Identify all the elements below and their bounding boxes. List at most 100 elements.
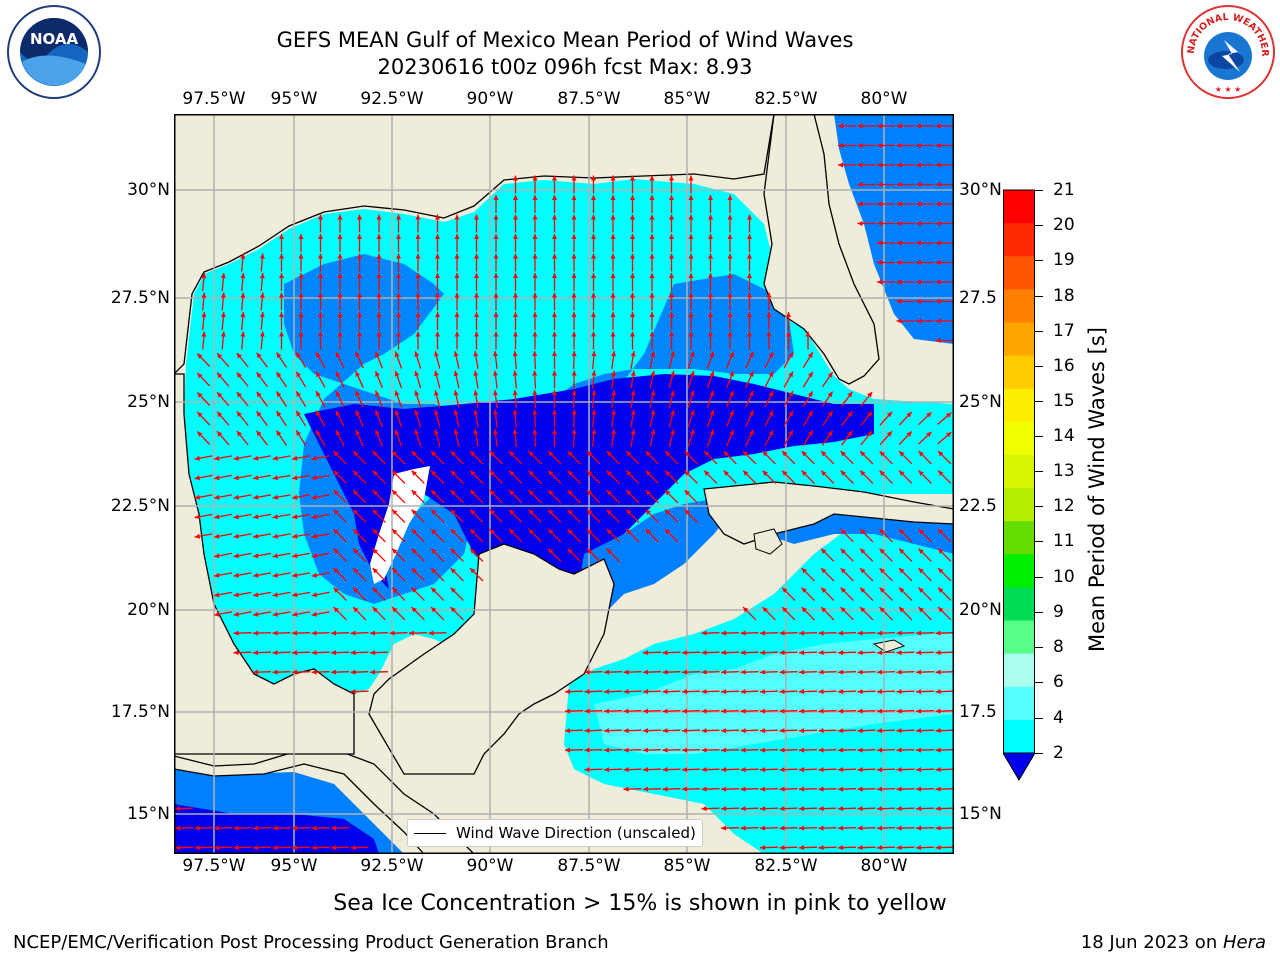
wind-wave-arrow [896, 221, 915, 226]
wind-wave-arrow [764, 429, 774, 447]
wind-wave-arrow [318, 273, 323, 291]
wind-wave-arrow [311, 669, 330, 675]
lon-label-bottom: 90°W [466, 856, 514, 876]
wind-wave-arrow [532, 312, 538, 330]
lon-label-top: 87.5°W [557, 89, 621, 109]
wind-wave-arrow [252, 474, 272, 481]
wind-wave-arrow [703, 470, 718, 484]
colorbar-tick-label: 11 [1053, 531, 1075, 551]
wind-wave-arrow [213, 455, 233, 461]
wind-wave-arrow [876, 630, 896, 636]
wind-wave-arrow [915, 650, 935, 656]
wind-wave-arrow [801, 606, 815, 621]
wind-wave-arrow [315, 429, 326, 447]
wind-wave-arrow [315, 410, 326, 427]
wind-wave-arrow [840, 450, 854, 465]
wind-wave-arrow [415, 292, 421, 311]
wind-wave-arrow [896, 162, 915, 168]
wind-wave-arrow [547, 528, 562, 543]
wind-wave-arrow [196, 411, 211, 426]
wind-wave-arrow [857, 708, 876, 714]
wind-wave-arrow [194, 513, 213, 520]
wind-wave-arrow [532, 370, 538, 389]
wind-wave-arrow [860, 411, 873, 426]
wind-wave-arrow [233, 591, 252, 598]
wind-wave-arrow [896, 728, 915, 734]
wind-wave-arrow [720, 708, 740, 714]
wind-wave-arrow [376, 331, 382, 350]
wind-wave-arrow [706, 370, 715, 389]
wind-wave-arrow [547, 509, 562, 523]
wind-wave-arrow [430, 606, 445, 621]
wind-wave-arrow [411, 606, 425, 621]
wind-wave-arrow [430, 470, 445, 484]
lat-label-left: 25°N [127, 392, 170, 412]
wind-wave-arrow [259, 331, 265, 350]
us-gulf-coast-land [174, 114, 775, 375]
wind-wave-arrow [857, 650, 876, 656]
wind-wave-arrow [376, 214, 382, 233]
wind-wave-arrow [837, 845, 857, 851]
wind-wave-arrow [291, 630, 311, 636]
colorbar-tick-label: 6 [1053, 672, 1064, 692]
wind-wave-arrow [684, 509, 698, 523]
wind-wave-arrow [896, 689, 915, 695]
wind-wave-arrow [333, 489, 347, 504]
wind-wave-arrow [818, 669, 837, 675]
wind-wave-arrow [240, 331, 246, 350]
wind-wave-arrow [759, 767, 779, 773]
wind-wave-arrow [742, 606, 757, 621]
colorbar-tick-mark [1035, 331, 1043, 332]
wind-wave-arrow [918, 548, 932, 562]
wind-wave-arrow [720, 747, 740, 753]
wind-wave-arrow [662, 728, 681, 734]
wind-wave-arrow [591, 370, 597, 389]
wind-wave-arrow [837, 767, 857, 773]
wind-wave-arrow [877, 279, 895, 285]
wind-wave-arrow [708, 234, 713, 252]
wind-wave-arrow [706, 409, 715, 428]
wind-wave-arrow [532, 214, 538, 233]
lon-label-top: 80°W [860, 89, 908, 109]
wind-wave-arrow [681, 669, 701, 675]
wind-wave-arrow [759, 806, 779, 812]
wind-wave-arrow [567, 509, 581, 523]
wind-wave-arrow [918, 431, 932, 445]
wind-wave-arrow [649, 273, 655, 291]
wind-wave-arrow [802, 371, 814, 388]
wind-wave-arrow [430, 509, 445, 523]
colorbar-segment [1003, 719, 1035, 754]
wind-wave-arrow [937, 587, 952, 601]
wind-wave-arrow [318, 234, 323, 252]
wind-wave-arrow [681, 689, 701, 695]
wind-wave-arrow [493, 370, 498, 389]
wind-wave-arrow [876, 806, 896, 812]
wind-wave-arrow [935, 728, 954, 734]
wind-wave-arrow [394, 370, 403, 389]
wind-wave-arrow [493, 409, 498, 428]
jamaica-land [872, 639, 906, 653]
wind-wave-arrow [606, 509, 620, 523]
wind-wave-arrow [937, 567, 952, 582]
wind-wave-arrow [879, 606, 893, 621]
wind-wave-arrow [333, 509, 347, 523]
wind-wave-arrow [513, 214, 518, 233]
wind-wave-arrow [311, 474, 330, 481]
wind-wave-arrow [783, 390, 794, 408]
wind-wave-arrow [571, 428, 577, 448]
wind-wave-arrow [357, 214, 362, 233]
nws-logo: NATIONAL WEATHER SERVICE ★ ★ ★ [1176, 0, 1276, 100]
lat-label-right: 17.5 [959, 702, 997, 722]
wind-wave-arrow [916, 260, 934, 265]
wind-wave-arrow [591, 312, 596, 330]
wind-wave-arrow [391, 450, 406, 465]
wind-wave-arrow [664, 489, 679, 504]
wind-wave-arrow [625, 470, 640, 484]
wind-wave-arrow [396, 292, 401, 311]
wind-wave-arrow [201, 272, 207, 292]
wind-wave-arrow [547, 489, 562, 504]
wind-wave-arrow [453, 370, 460, 389]
wind-wave-arrow [567, 489, 581, 504]
wind-wave-arrow [606, 489, 620, 504]
wind-wave-arrow [298, 234, 304, 252]
